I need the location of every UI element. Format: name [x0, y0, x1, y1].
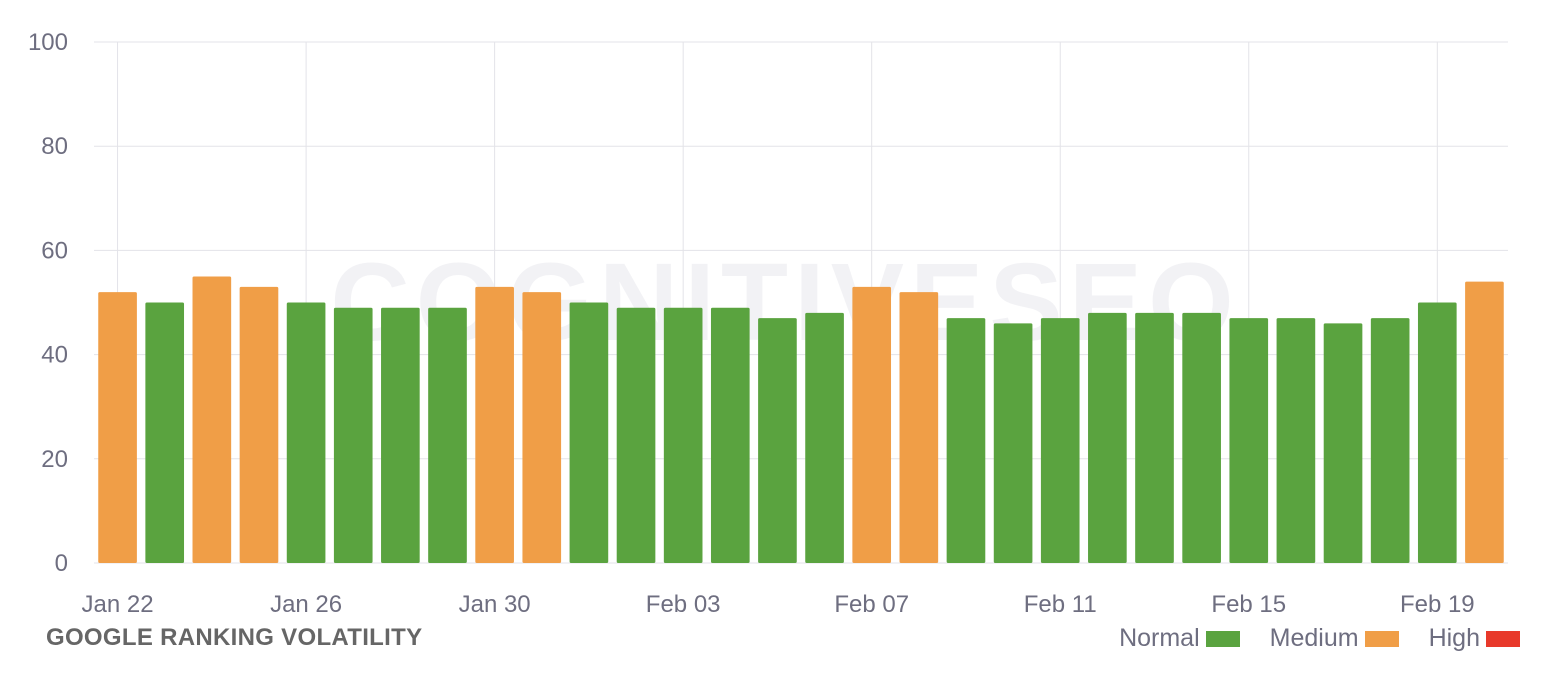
x-tick-label: Feb 03 — [646, 591, 721, 618]
x-axis: Jan 22 Jan 26 Jan 30 Feb 03 Feb 07 Feb 11 Feb … — [82, 591, 1475, 618]
bar-jan-23[interactable] — [145, 302, 185, 564]
y-tick-label: 20 — [41, 446, 68, 473]
legend-label-medium: Medium — [1269, 624, 1359, 652]
legend-item-medium[interactable]: Medium — [1270, 624, 1399, 653]
y-tick-label: 80 — [41, 133, 68, 160]
x-tick-label: Feb 15 — [1211, 591, 1286, 618]
bar-jan-26[interactable] — [286, 302, 326, 564]
bar-feb-16[interactable] — [1276, 318, 1316, 563]
x-tick-label: Feb 11 — [1024, 591, 1097, 618]
bar-feb-19[interactable] — [1417, 302, 1457, 564]
bar-feb-02[interactable] — [616, 307, 656, 563]
y-tick-label: 0 — [55, 550, 68, 577]
bar-feb-07[interactable] — [852, 286, 892, 563]
bar-feb-01[interactable] — [569, 302, 609, 564]
bar-feb-18[interactable] — [1370, 318, 1410, 563]
bar-feb-20[interactable] — [1465, 281, 1504, 563]
bar-jan-24[interactable] — [192, 276, 232, 563]
bar-jan-28[interactable] — [381, 307, 420, 563]
legend-item-high[interactable]: High — [1429, 624, 1520, 653]
legend-label-high: High — [1428, 624, 1480, 652]
legend-swatch-medium — [1364, 630, 1399, 647]
bar-feb-12[interactable] — [1088, 312, 1127, 563]
chart-title: GOOGLE RANKING VOLATILITY — [46, 624, 423, 651]
bar-feb-11[interactable] — [1040, 318, 1080, 563]
bar-feb-04[interactable] — [710, 307, 750, 563]
bar-feb-10[interactable] — [993, 323, 1033, 563]
bar-feb-05[interactable] — [758, 318, 797, 563]
bar-jan-29[interactable] — [428, 307, 467, 563]
bar-jan-22[interactable] — [98, 292, 137, 563]
bar-feb-09[interactable] — [946, 318, 986, 563]
bar-jan-31[interactable] — [522, 292, 562, 563]
y-tick-label: 40 — [41, 342, 68, 369]
bar-feb-15[interactable] — [1229, 318, 1269, 563]
x-tick-label: Jan 22 — [82, 591, 154, 618]
bar-feb-13[interactable] — [1135, 312, 1174, 563]
bar-jan-30[interactable] — [475, 286, 514, 563]
x-tick-label: Feb 07 — [834, 591, 909, 618]
bar-feb-17[interactable] — [1323, 323, 1363, 563]
x-tick-label: Jan 26 — [270, 591, 342, 618]
bar-jan-27[interactable] — [333, 307, 373, 563]
y-axis: 0 20 40 60 80 100 — [28, 29, 68, 577]
bar-jan-25[interactable] — [239, 286, 279, 563]
bar-feb-14[interactable] — [1182, 312, 1221, 563]
y-tick-label: 60 — [41, 237, 68, 264]
x-tick-label: Jan 30 — [459, 591, 531, 618]
legend: Normal Medium High — [1089, 624, 1520, 653]
bar-feb-08[interactable] — [899, 292, 939, 563]
legend-swatch-high — [1486, 630, 1520, 647]
y-tick-label: 100 — [28, 29, 68, 56]
x-tick-label: Feb 19 — [1400, 591, 1475, 618]
legend-label-normal: Normal — [1119, 624, 1200, 652]
bar-feb-03[interactable] — [663, 307, 703, 563]
legend-swatch-normal — [1205, 630, 1240, 647]
bar-feb-06[interactable] — [805, 312, 844, 563]
legend-item-normal[interactable]: Normal — [1119, 624, 1240, 653]
bar-series — [98, 276, 1504, 563]
